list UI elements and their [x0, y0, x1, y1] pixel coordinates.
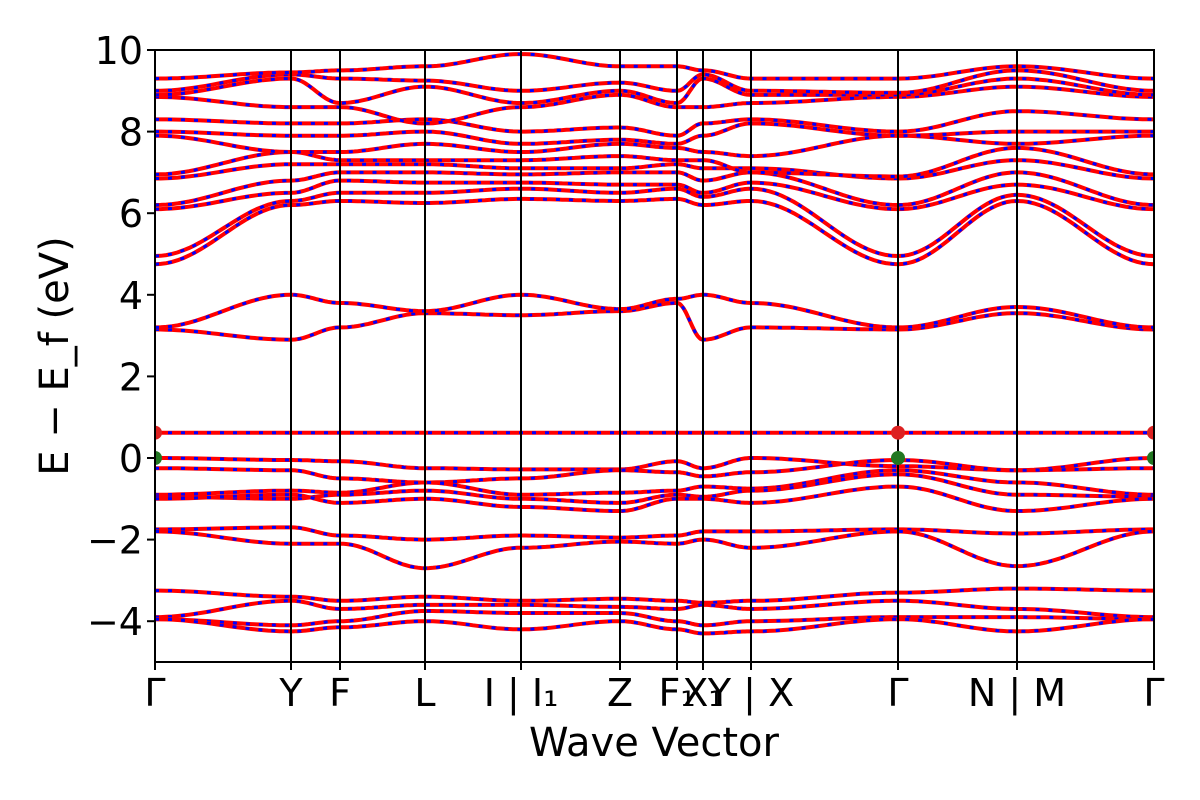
band-9-spin-up: [155, 609, 1154, 628]
high-symmetry-lines: [290, 50, 1018, 662]
y-axis-ticks: −4 −2 0 2 4 6 8 10: [87, 29, 155, 644]
band-18-spin-up: [155, 158, 1154, 181]
band-15-spin-down: [155, 187, 1154, 258]
x-tick-label-6: F₁: [658, 671, 695, 715]
band-23-spin-down: [155, 85, 1154, 125]
plot-frame: [154, 49, 1155, 663]
x-tick-label-3: L: [414, 671, 435, 715]
band-24-spin-down: [155, 77, 1154, 105]
y-tick-label-7: 10: [95, 29, 143, 73]
band-13-spin-up: [155, 292, 1154, 330]
band-17-spin-down: [155, 170, 1154, 207]
x-tick-label-1: Y: [278, 671, 303, 715]
extrema-markers: [155, 425, 1154, 465]
y-tick-label-3: 2: [119, 355, 143, 399]
x-tick-label-0: Γ: [144, 671, 165, 715]
x-tick-label-4: I | I₁: [484, 671, 559, 716]
band-13-spin-down: [155, 293, 1154, 329]
band-21-spin-down: [155, 121, 1154, 146]
band-19-spin-down: [155, 146, 1154, 178]
y-tick-label-2: 0: [119, 437, 143, 481]
y-tick-label-6: 8: [119, 111, 143, 155]
band-10-spin-down: [155, 617, 1154, 635]
band-0-spin-down: [155, 456, 1154, 472]
bands-layer: [155, 52, 1154, 636]
cbm-marker-1: [891, 425, 905, 440]
cbm-marker-0: [155, 425, 162, 440]
band-3-spin-down: [155, 472, 1154, 505]
band-8-spin-up: [155, 598, 1154, 620]
band-8-spin-down: [155, 599, 1154, 619]
y-tick-label-4: 4: [119, 274, 143, 318]
y-tick-label-5: 6: [119, 192, 143, 236]
x-tick-label-9: Γ: [887, 671, 908, 715]
x-tick-label-5: Z: [607, 671, 633, 715]
band-20-spin-up: [155, 133, 1154, 159]
cbm-marker-2: [1147, 425, 1154, 440]
band-23-spin-up: [155, 84, 1154, 126]
band-14-spin-down: [155, 197, 1154, 266]
vbm-marker-1: [891, 451, 905, 465]
band-5-spin-down: [155, 525, 1154, 542]
band-1-spin-down: [155, 458, 1154, 484]
x-tick-label-2: F: [329, 671, 351, 715]
y-tick-label-0: −4: [87, 600, 143, 644]
y-axis-title: E − E_f (eV): [32, 236, 78, 475]
band-6-spin-up: [155, 529, 1154, 571]
band-3-spin-up: [155, 472, 1154, 505]
band-9-spin-down: [155, 609, 1154, 627]
band-22-spin-down: [155, 109, 1154, 138]
band-5-spin-up: [155, 525, 1154, 542]
x-tick-label-8: Y | X: [707, 671, 794, 716]
band-14-spin-up: [155, 196, 1154, 267]
band-2-spin-down: [155, 468, 1154, 497]
band-18-spin-down: [155, 158, 1154, 180]
band-16-spin-down: [155, 179, 1154, 211]
x-axis-title: Wave Vector: [529, 720, 780, 766]
x-tick-label-10: N | M: [968, 671, 1066, 716]
band-7-spin-down: [155, 587, 1154, 605]
x-tick-label-7: X₁: [682, 671, 723, 715]
vbm-marker-0: [155, 451, 162, 465]
x-tick-label-11: Γ: [1143, 671, 1164, 715]
band-4-spin-down: [155, 485, 1154, 513]
band-25-spin-down: [155, 68, 1154, 95]
band-24-spin-up: [155, 76, 1154, 105]
y-tick-label-1: −2: [87, 519, 143, 563]
band-12-spin-down: [155, 301, 1154, 342]
band-2-spin-up: [155, 468, 1154, 497]
vbm-marker-2: [1147, 451, 1154, 465]
band-26-spin-down: [155, 52, 1154, 81]
